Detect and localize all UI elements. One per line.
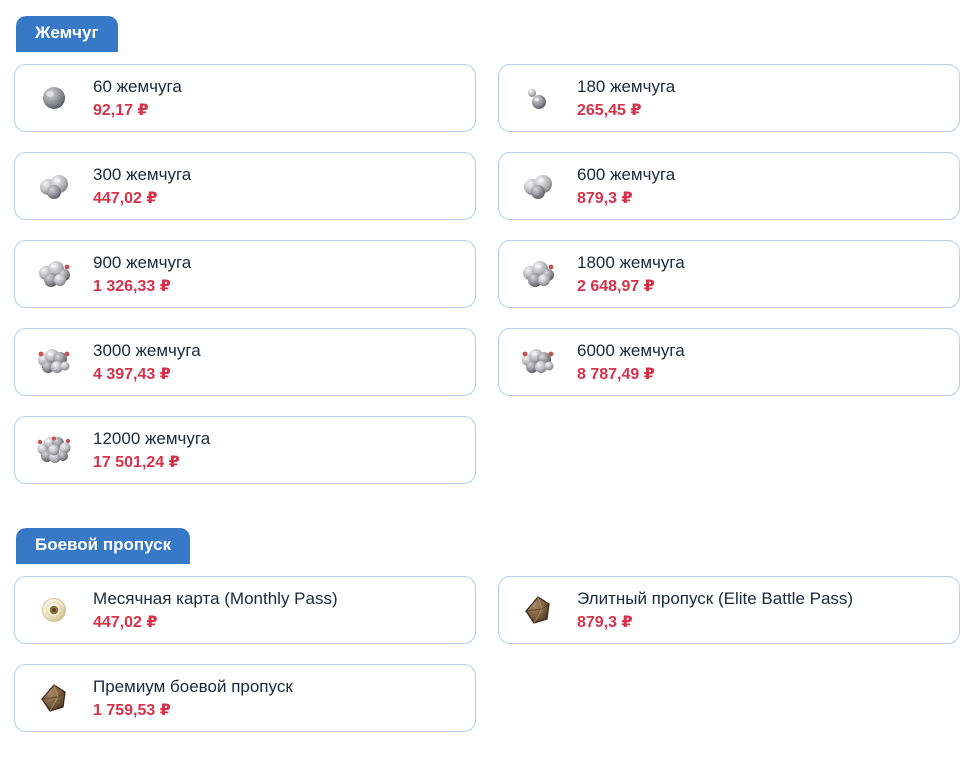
product-title: 600 жемчуга: [577, 164, 676, 184]
product-price: 265,45 ₽: [577, 101, 642, 119]
product-title: Элитный пропуск (Elite Battle Pass): [577, 588, 854, 608]
section-battle-pass: Боевой пропуск Месячная карта (Monthly P…: [14, 528, 960, 732]
product-price: 1 326,33 ₽: [93, 277, 171, 295]
product-title: 180 жемчуга: [577, 76, 676, 96]
product-card[interactable]: 900 жемчуга 1 326,33 ₽: [14, 240, 476, 308]
product-card[interactable]: Элитный пропуск (Elite Battle Pass) 879,…: [498, 576, 960, 644]
product-price: 92,17 ₽: [93, 101, 149, 119]
product-price: 8 787,49 ₽: [577, 365, 655, 383]
product-price: 2 648,97 ₽: [577, 277, 655, 295]
crystal-icon: [31, 681, 77, 715]
product-price: 17 501,24 ₽: [93, 453, 180, 471]
battle-pass-grid: Месячная карта (Monthly Pass) 447,02 ₽ Э…: [14, 576, 960, 732]
product-card[interactable]: 300 жемчуга 447,02 ₽: [14, 152, 476, 220]
product-card[interactable]: 3000 жемчуга 4 397,43 ₽: [14, 328, 476, 396]
product-card[interactable]: 6000 жемчуга 8 787,49 ₽: [498, 328, 960, 396]
product-title: Премиум боевой пропуск: [93, 676, 293, 696]
pearl-icon: [515, 81, 561, 115]
pearl-icon: [515, 169, 561, 203]
pearl-icon: [515, 257, 561, 291]
product-price: 1 759,53 ₽: [93, 701, 171, 719]
pearls-grid: 60 жемчуга 92,17 ₽ 180 жемчуга 265,45 ₽: [14, 64, 960, 484]
pearl-icon: [31, 81, 77, 115]
product-card[interactable]: 600 жемчуга 879,3 ₽: [498, 152, 960, 220]
product-title: 12000 жемчуга: [93, 428, 211, 448]
section-pearls: Жемчуг 60 жемчуга 92,17 ₽ 180 жемчуга 26…: [14, 16, 960, 484]
product-title: 6000 жемчуга: [577, 340, 685, 360]
coin-icon: [31, 593, 77, 627]
product-title: 1800 жемчуга: [577, 252, 685, 272]
product-price: 447,02 ₽: [93, 189, 158, 207]
product-card[interactable]: 60 жемчуга 92,17 ₽: [14, 64, 476, 132]
product-title: 300 жемчуга: [93, 164, 192, 184]
product-card[interactable]: 12000 жемчуга 17 501,24 ₽: [14, 416, 476, 484]
product-card[interactable]: 180 жемчуга 265,45 ₽: [498, 64, 960, 132]
product-title: Месячная карта (Monthly Pass): [93, 588, 338, 608]
product-card[interactable]: Премиум боевой пропуск 1 759,53 ₽: [14, 664, 476, 732]
product-price: 879,3 ₽: [577, 613, 633, 631]
pearl-icon: [31, 345, 77, 379]
pearl-icon: [31, 257, 77, 291]
tab-pearls[interactable]: Жемчуг: [16, 16, 118, 52]
product-card[interactable]: 1800 жемчуга 2 648,97 ₽: [498, 240, 960, 308]
tab-battle-pass[interactable]: Боевой пропуск: [16, 528, 191, 564]
pearl-icon: [515, 345, 561, 379]
product-title: 3000 жемчуга: [93, 340, 201, 360]
product-price: 447,02 ₽: [93, 613, 158, 631]
product-price: 4 397,43 ₽: [93, 365, 171, 383]
product-card[interactable]: Месячная карта (Monthly Pass) 447,02 ₽: [14, 576, 476, 644]
pearl-icon: [31, 433, 77, 467]
product-title: 900 жемчуга: [93, 252, 192, 272]
pearl-icon: [31, 169, 77, 203]
product-price: 879,3 ₽: [577, 189, 633, 207]
crystal-icon: [515, 593, 561, 627]
product-title: 60 жемчуга: [93, 76, 182, 96]
